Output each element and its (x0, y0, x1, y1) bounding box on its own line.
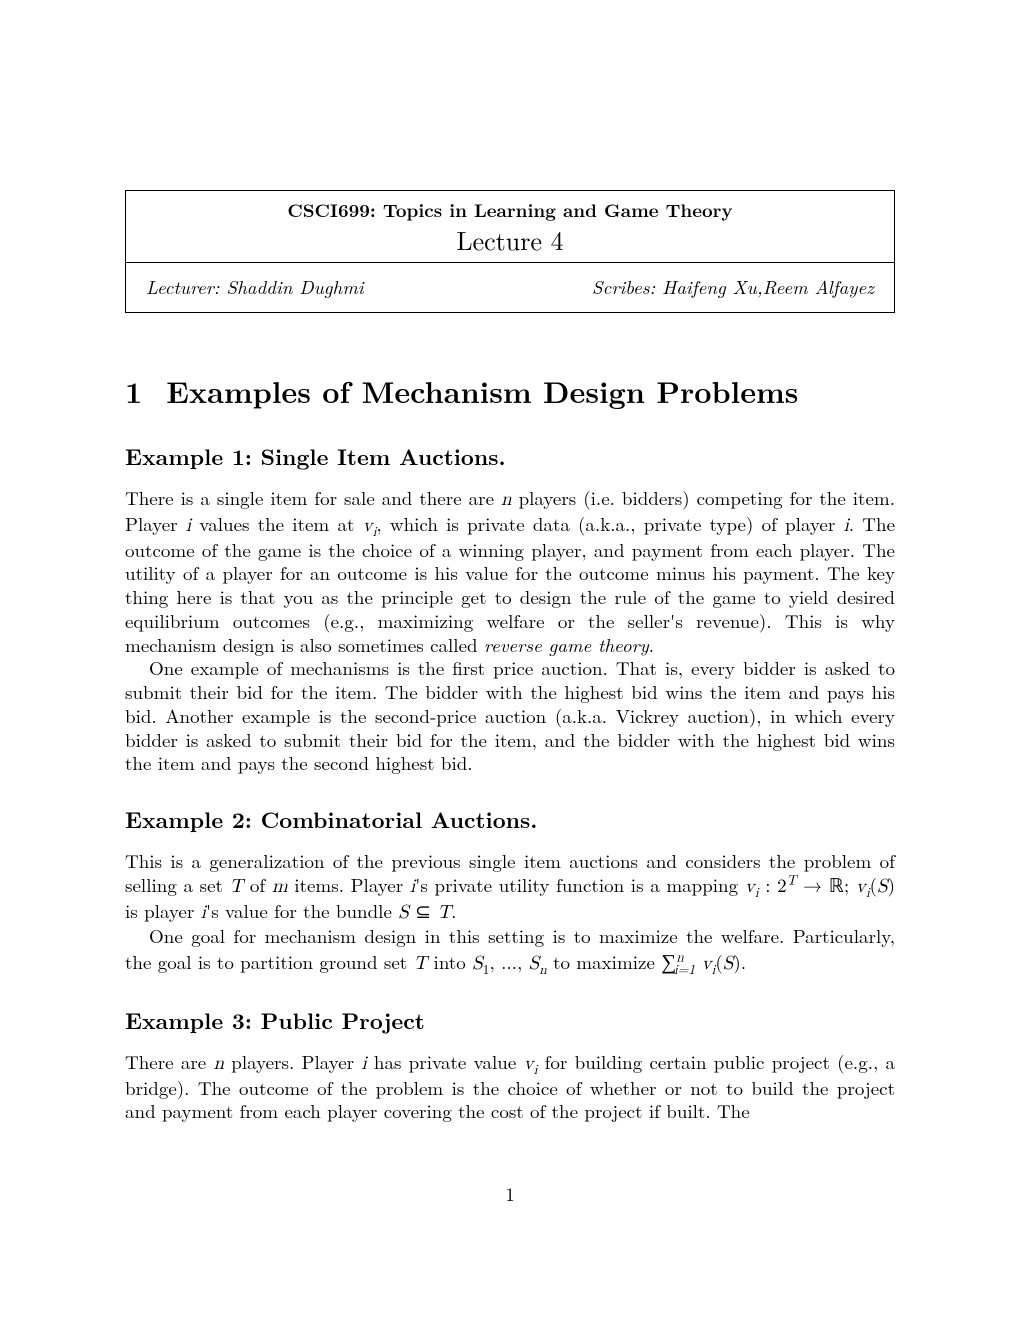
scribes-label: Scribes: Haifeng Xu,Reem Alfayez (592, 273, 874, 300)
section-heading: 1 Examples of Mechanism Design Problems (125, 369, 895, 412)
example1-para2: One example of mechanisms is the first p… (125, 656, 895, 775)
lecture-title: Lecture 4 (146, 221, 874, 258)
course-title: CSCI699: Topics in Learning and Game The… (146, 197, 874, 223)
section-title: Examples of Mechanism Design Problems (166, 369, 798, 412)
example2-para1: This is a generalization of the previous… (125, 849, 895, 924)
page-content: CSCI699: Topics in Learning and Game The… (0, 0, 1020, 1123)
example2-heading: Example 2: Combinatorial Auctions. (125, 803, 895, 835)
page-number: 1 (0, 1180, 1020, 1207)
example3-para1: There are n players. Player i has privat… (125, 1050, 895, 1123)
example1-para1: There is a single item for sale and ther… (125, 486, 895, 656)
header-box: CSCI699: Topics in Learning and Game The… (125, 190, 895, 313)
example2-para2: One goal for mechanism design in this se… (125, 924, 895, 976)
section-number: 1 (125, 369, 142, 412)
header-top: CSCI699: Topics in Learning and Game The… (126, 191, 894, 262)
example3-heading: Example 3: Public Project (125, 1004, 895, 1036)
lecturer-label: Lecturer: Shaddin Dughmi (146, 273, 364, 300)
example1-heading: Example 1: Single Item Auctions. (125, 440, 895, 472)
header-bottom: Lecturer: Shaddin Dughmi Scribes: Haifen… (126, 262, 894, 312)
